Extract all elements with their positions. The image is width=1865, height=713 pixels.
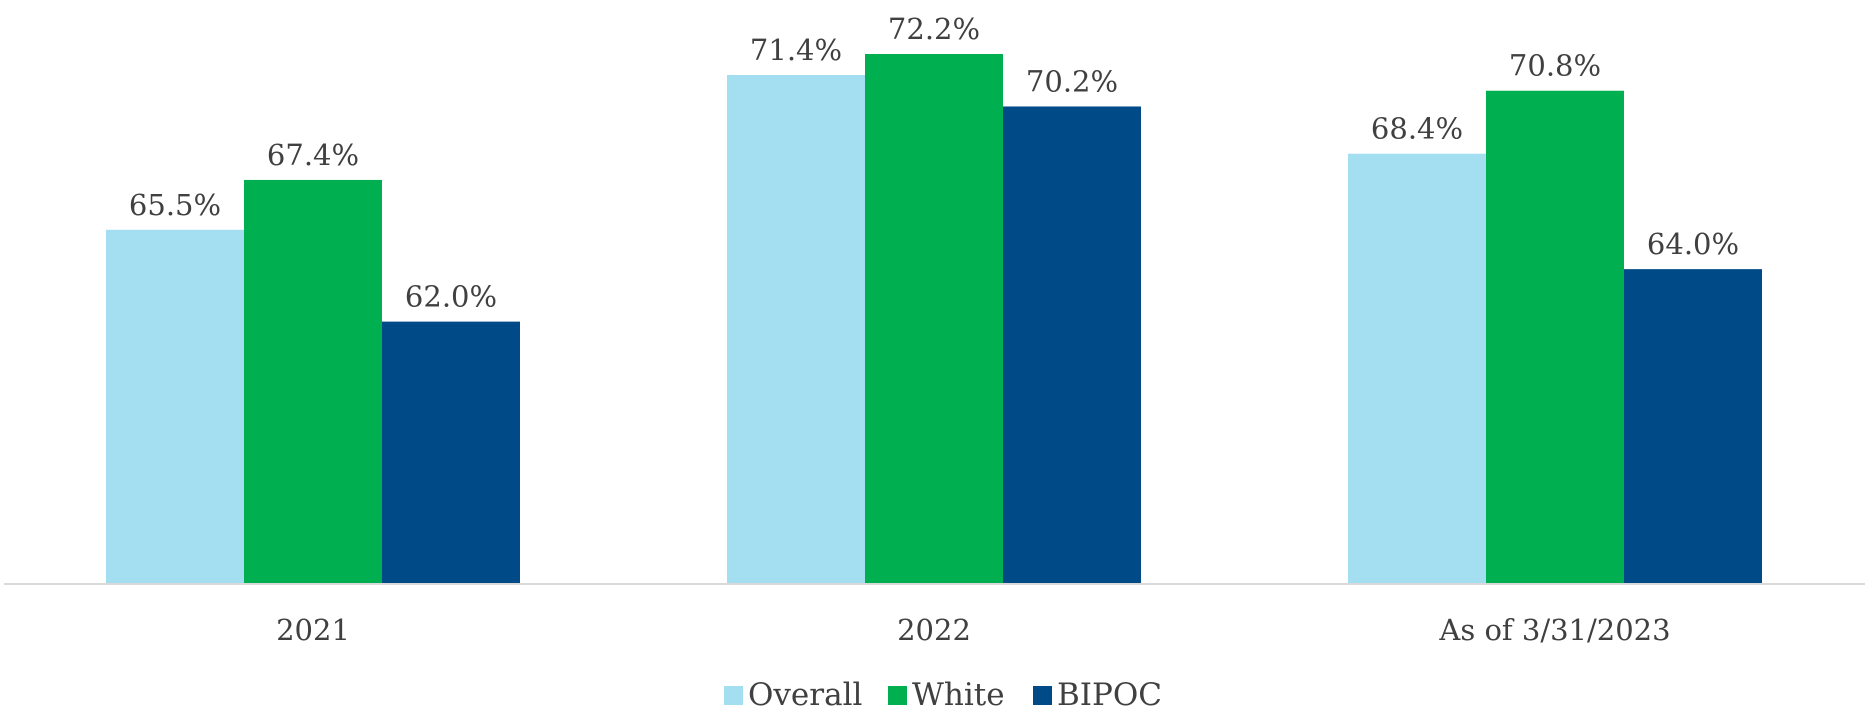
legend-label-overall: Overall xyxy=(748,677,862,713)
legend-label-white: White xyxy=(912,677,1005,713)
category-label-2022: 2022 xyxy=(897,613,971,647)
value-labels-layer: 65.5% 67.4% 62.0% 71.4% 72.2% 70.2% 68.4% 70.8%… xyxy=(129,12,1739,314)
value-label-white-2021: 67.4% xyxy=(267,138,359,172)
bar-overall-2022 xyxy=(727,74,865,584)
value-label-white-2022: 72.2% xyxy=(888,12,980,46)
legend-swatch-bipoc xyxy=(1033,686,1052,705)
bar-overall-2021 xyxy=(106,229,244,584)
value-label-overall-2021: 65.5% xyxy=(129,188,221,222)
bar-overall-as-of-3-31-2023 xyxy=(1348,153,1486,584)
value-label-overall-2022: 71.4% xyxy=(750,33,842,67)
bars-layer xyxy=(106,54,1762,585)
bar-white-as-of-3-31-2023 xyxy=(1486,90,1624,585)
category-labels-layer: 2021 2022 As of 3/31/2023 xyxy=(276,613,1670,647)
value-label-bipoc-2021: 62.0% xyxy=(405,280,497,314)
legend-label-bipoc: BIPOC xyxy=(1057,677,1162,713)
value-label-white-as-of-3-31-2023: 70.8% xyxy=(1509,49,1601,83)
bar-bipoc-as-of-3-31-2023 xyxy=(1624,269,1762,584)
value-label-overall-as-of-3-31-2023: 68.4% xyxy=(1371,112,1463,146)
value-label-bipoc-as-of-3-31-2023: 64.0% xyxy=(1647,227,1739,261)
category-label-as-of-3-31-2023: As of 3/31/2023 xyxy=(1438,613,1670,647)
legend-swatch-white xyxy=(888,686,907,705)
legend: Overall White BIPOC xyxy=(724,677,1162,713)
bar-white-2021 xyxy=(244,179,382,584)
bar-bipoc-2022 xyxy=(1003,106,1141,584)
category-label-2021: 2021 xyxy=(276,613,350,647)
bar-bipoc-2021 xyxy=(382,321,520,584)
value-label-bipoc-2022: 70.2% xyxy=(1026,64,1118,98)
bar-white-2022 xyxy=(865,54,1003,584)
legend-swatch-overall xyxy=(724,686,743,705)
